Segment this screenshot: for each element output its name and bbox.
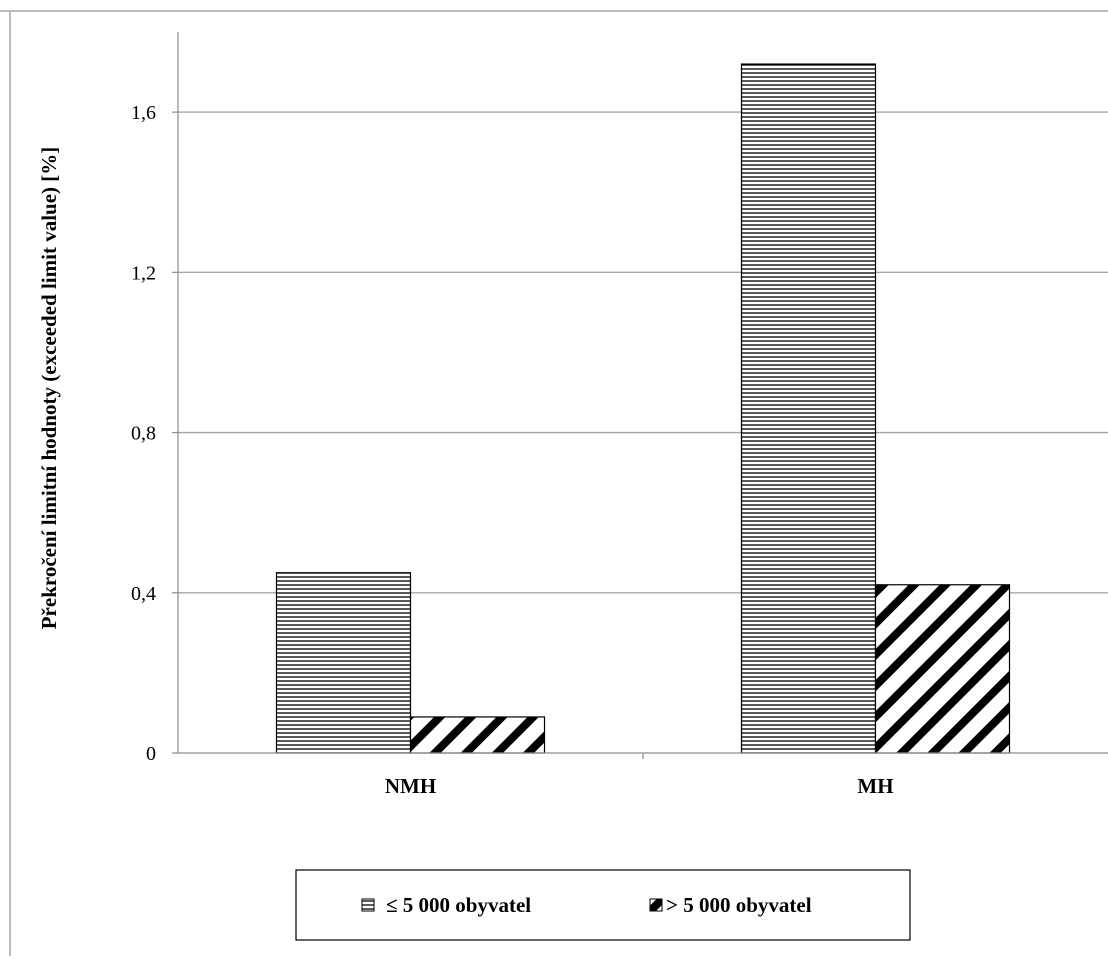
- legend-label-0: ≤ 5 000 obyvatel: [386, 893, 531, 917]
- legend-box: [295, 869, 911, 941]
- legend-label-1: > 5 000 obyvatel: [666, 893, 812, 917]
- legend-swatch-horizontal: [361, 898, 375, 912]
- y-tick-label: 1,6: [131, 102, 156, 124]
- bar-mh-series-0: [740, 63, 877, 754]
- x-category-label: MH: [857, 774, 893, 798]
- y-axis-title: Překročení limitní hodnoty (exceeded lim…: [37, 147, 61, 630]
- legend-item-1: > 5 000 obyvatel: [649, 893, 812, 917]
- bar-mh-series-1: [874, 584, 1011, 754]
- y-tick-label: 0,4: [131, 583, 156, 605]
- x-category-label: NMH: [385, 774, 436, 798]
- y-tick-label: 0: [146, 743, 156, 765]
- axes: [172, 32, 1108, 759]
- y-tick-label: 1,2: [131, 262, 156, 284]
- bars: [275, 63, 1011, 754]
- y-tick-label: 0,8: [131, 423, 156, 445]
- tick-labels: 0 0,4 0,8 1,2 1,6 NMH MH: [131, 102, 894, 798]
- legend-swatch-diagonal: [649, 898, 663, 912]
- bar-nmh-series-1: [409, 716, 546, 754]
- legend-item-0: ≤ 5 000 obyvatel: [361, 893, 531, 917]
- bar-nmh-series-0: [275, 572, 412, 754]
- grid-lines: [178, 111, 1108, 594]
- legend: ≤ 5 000 obyvatel > 5 000 obyvatel: [295, 869, 911, 941]
